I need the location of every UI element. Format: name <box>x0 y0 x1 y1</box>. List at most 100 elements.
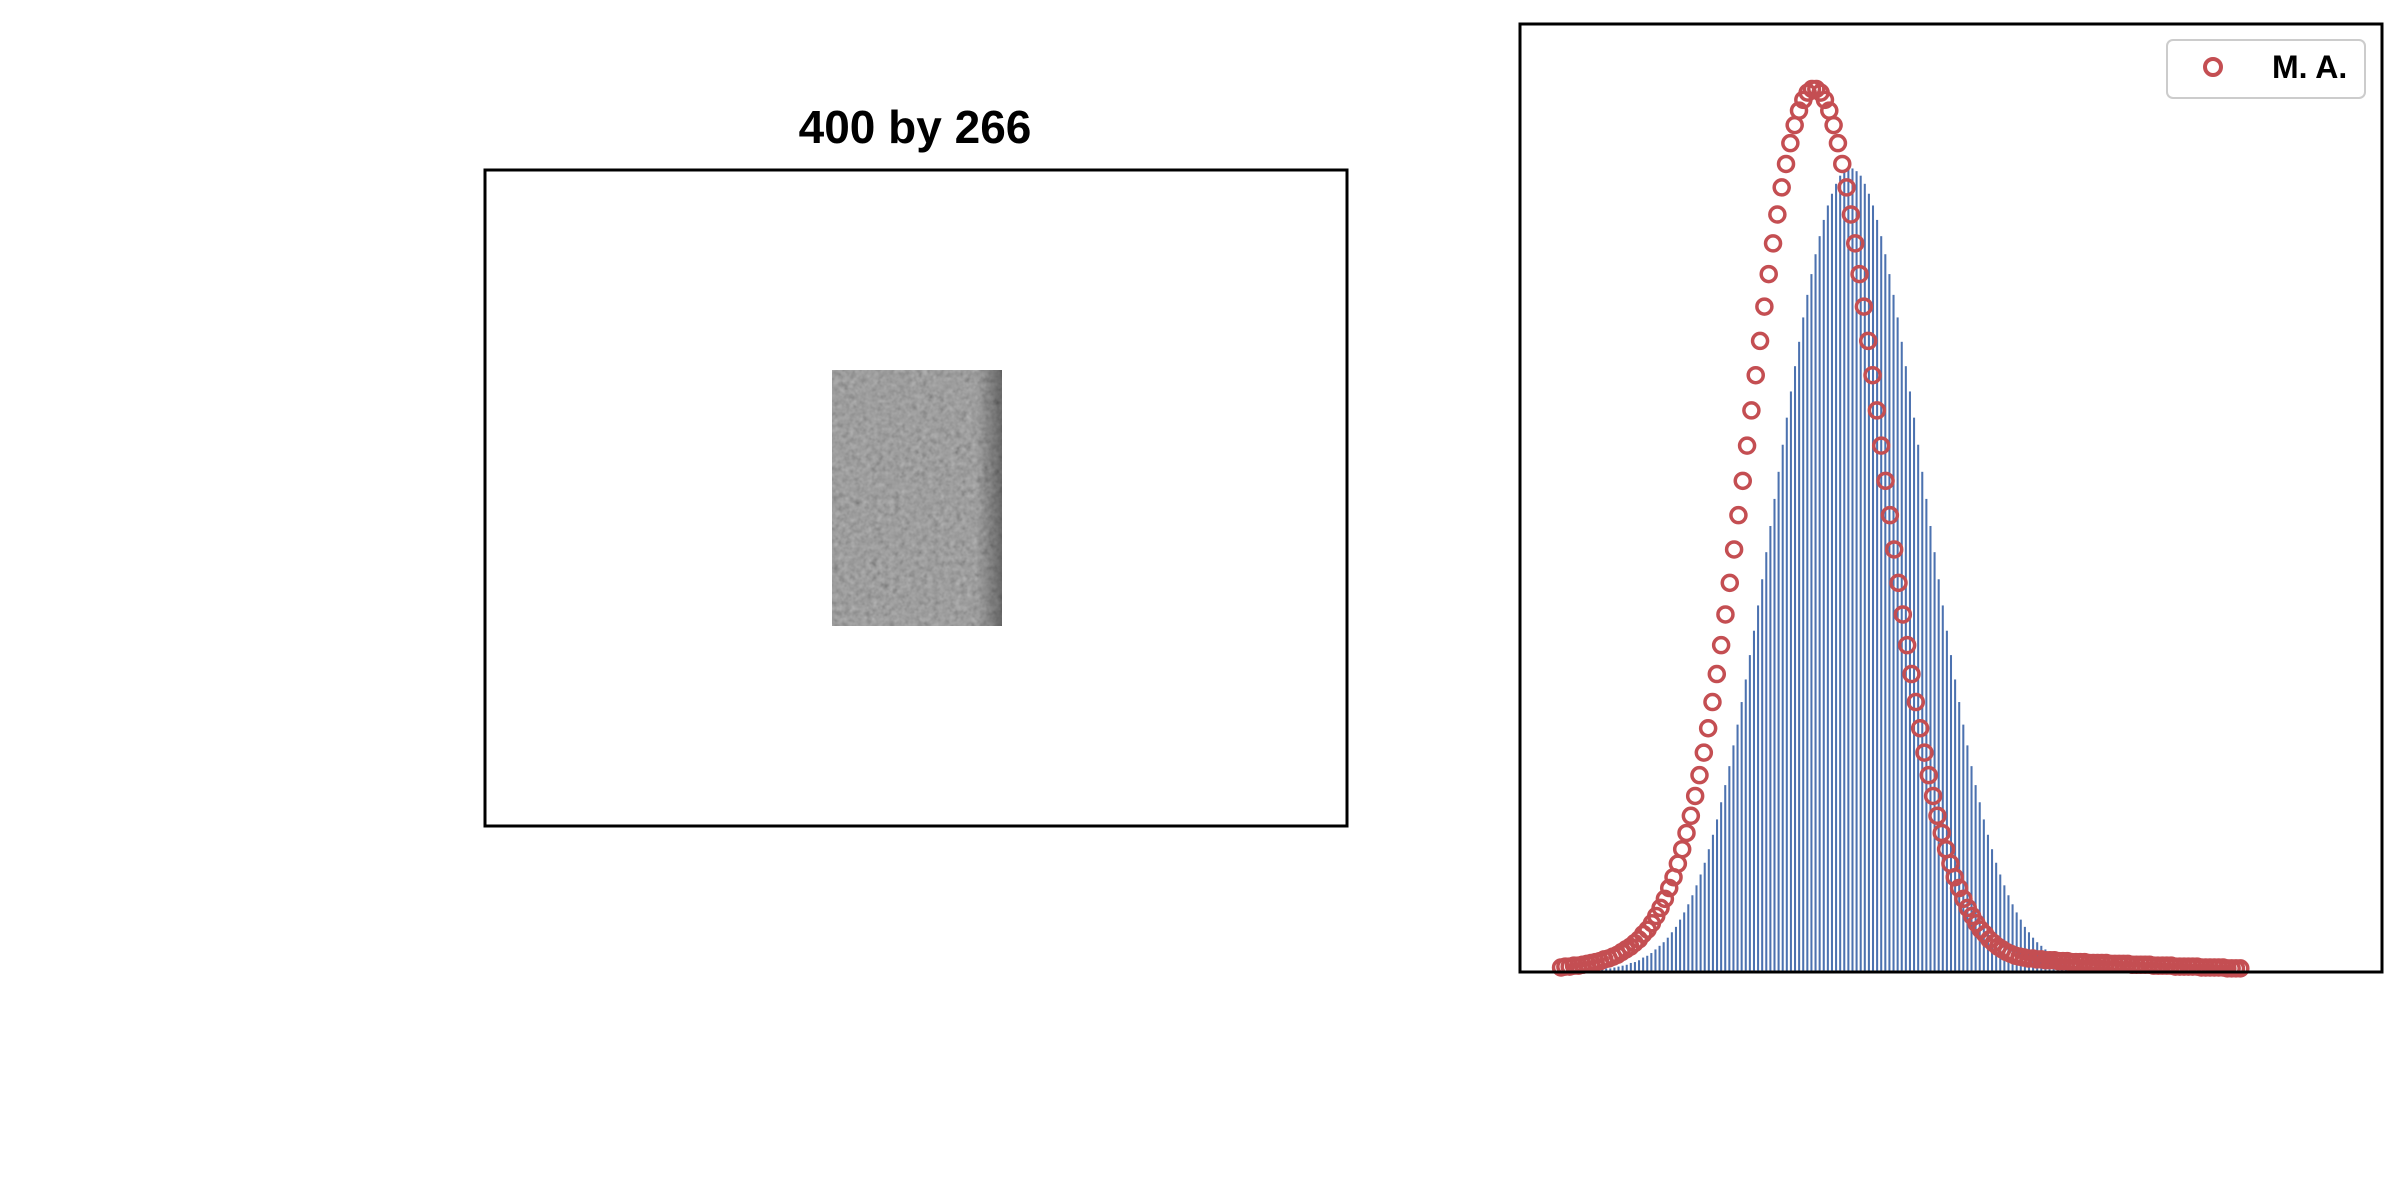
histogram-bar <box>2003 885 2006 972</box>
histogram-bar <box>1826 205 1829 973</box>
marker-point <box>1945 867 1964 887</box>
histogram-bar <box>1892 294 1895 972</box>
histogram-bar <box>1995 862 1998 972</box>
marker-point <box>1716 605 1735 624</box>
histogram-bar <box>1625 964 1628 972</box>
marker-point <box>1677 823 1696 843</box>
histogram-bar <box>1642 957 1645 972</box>
image-panel: 400 by 266 <box>483 101 1349 828</box>
marker-point <box>1659 878 1679 898</box>
histogram-bar <box>1683 912 1686 972</box>
histogram-bar <box>1871 205 1875 973</box>
histogram-bar <box>1835 183 1838 972</box>
histogram-bar <box>1937 579 1940 972</box>
marker-point <box>1651 898 1670 918</box>
histogram-bar <box>1674 926 1677 972</box>
histogram-bar <box>1798 341 1801 972</box>
histogram-bar <box>1728 766 1731 972</box>
histogram-bar <box>1752 630 1755 972</box>
marker-point <box>1768 205 1787 224</box>
histogram-frame <box>1518 22 2384 974</box>
histogram-bar <box>2015 912 2018 972</box>
histogram-bar <box>1949 655 1953 972</box>
histogram-bar <box>1888 274 1891 973</box>
histogram-bar <box>1925 498 1928 972</box>
marker-point <box>1923 786 1943 806</box>
marker-point <box>1949 878 1969 898</box>
histogram-bar <box>1691 895 1694 972</box>
legend-box <box>2166 39 2366 99</box>
marker-point <box>1776 154 1796 174</box>
marker-point <box>1828 133 1848 153</box>
marker-point <box>1867 401 1887 420</box>
histogram-bar <box>2007 895 2010 972</box>
marker-point <box>1880 505 1900 525</box>
marker-point <box>1720 573 1740 593</box>
histogram-bar <box>1613 967 1616 972</box>
histogram-bar <box>1687 904 1690 972</box>
histogram-bar <box>1810 274 1813 973</box>
histogram-bar <box>1802 317 1805 972</box>
marker-point <box>1884 540 1904 559</box>
histogram-bar <box>1662 942 1665 972</box>
histogram-bar <box>1781 444 1784 973</box>
histogram-bar <box>1621 965 1624 972</box>
histogram-bar <box>1617 966 1620 972</box>
marker-point <box>1863 365 1882 385</box>
histogram-bar <box>1814 254 1817 973</box>
marker-point <box>1889 573 1908 593</box>
marker-point <box>1858 331 1878 351</box>
histogram-bar <box>1986 834 1989 972</box>
histogram-bar <box>1633 962 1636 972</box>
histogram-bar <box>1941 605 1944 972</box>
histogram-bar <box>1740 702 1743 972</box>
marker-point <box>1876 471 1895 491</box>
histogram-bar <box>1958 702 1961 972</box>
histogram-bar <box>2019 919 2022 972</box>
marker-point <box>1733 471 1753 491</box>
histogram-bar <box>1991 849 1994 972</box>
marker-point <box>1729 505 1748 525</box>
histogram-bar <box>1732 745 1735 972</box>
histogram-bar <box>1839 175 1842 972</box>
histogram-bar <box>1830 193 1833 973</box>
histogram-bar <box>2011 904 2014 972</box>
histogram-bar <box>1863 183 1866 972</box>
marker-point <box>1781 133 1800 153</box>
marker-point <box>1854 297 1874 316</box>
histogram-bar <box>1666 937 1669 972</box>
marker-point <box>1824 115 1843 135</box>
histogram-bar <box>1609 968 1612 972</box>
marker-point <box>1707 664 1727 684</box>
histogram-bar <box>1945 630 1948 972</box>
histogram-bar <box>1773 498 1776 972</box>
histogram-bar <box>1793 366 1797 972</box>
histogram-bar <box>1629 962 1632 972</box>
histogram-bar <box>1855 171 1858 973</box>
histogram-bar <box>1974 785 1977 972</box>
marker-point <box>1746 365 1765 385</box>
histogram-bar <box>1703 862 1706 972</box>
histogram-bar <box>1962 724 1965 972</box>
histogram-bar <box>1679 919 1682 972</box>
histogram-bar <box>1867 193 1870 973</box>
marker-point <box>1703 692 1722 712</box>
marker-point <box>1897 635 1917 655</box>
marker-point <box>1910 718 1930 738</box>
histogram-bar <box>1720 802 1723 972</box>
histogram-bar <box>1658 945 1661 972</box>
marker-point <box>1902 664 1921 684</box>
marker-point <box>1724 540 1744 559</box>
histogram-panel: M. A. <box>1518 22 2384 978</box>
histogram-bar <box>1777 471 1780 972</box>
marker-series <box>1551 79 2250 978</box>
histogram-bar <box>1970 766 1973 972</box>
histogram-bar <box>1880 236 1883 973</box>
histogram-bar <box>1999 874 2002 972</box>
histogram-bar <box>1900 341 1903 972</box>
histogram-bar <box>1843 171 1846 973</box>
marker-point <box>1845 234 1865 253</box>
histogram-bar <box>1748 655 1751 972</box>
histogram-bar <box>1707 849 1710 972</box>
